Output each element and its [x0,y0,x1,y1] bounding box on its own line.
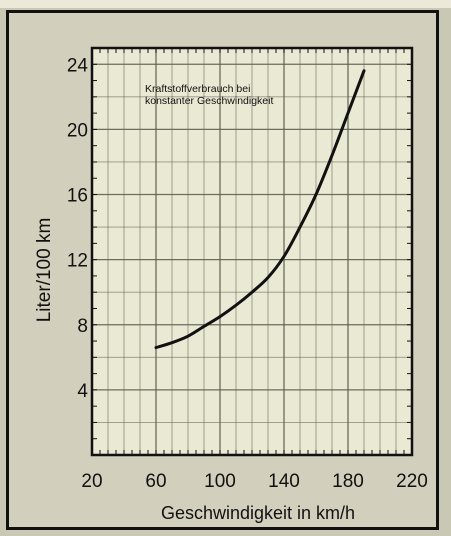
axes [90,46,414,457]
y-tick-label: 16 [67,186,88,207]
x-tick-label: 140 [268,471,300,492]
annotation-line-2: konstanter Geschwindigkeit [145,95,273,107]
x-tick-label: 60 [145,471,166,492]
consumption-curve [154,69,366,350]
chart-annotation: Kraftstoffverbrauch bei konstanter Gesch… [145,83,273,107]
x-axis-label: Geschwindigkeit in km/h [161,503,355,523]
y-axis-label: Liter/100 km [34,218,55,323]
top-strip [0,0,451,8]
x-tick-label: 20 [81,471,102,492]
y-tick-label: 24 [67,55,89,76]
x-tick-label: 220 [396,471,428,492]
x-tick-label: 180 [332,471,364,492]
x-tick-labels: 20 60 100 140 180 220 [81,471,427,492]
series-layer [154,69,366,350]
y-tick-label: 20 [67,120,88,141]
y-tick-labels: 4 8 12 16 20 24 [67,55,89,402]
annotation-line-1: Kraftstoffverbrauch bei [145,83,250,95]
y-tick-label: 4 [77,381,88,402]
y-tick-label: 8 [77,316,88,337]
y-tick-label: 12 [67,251,88,272]
x-tick-label: 100 [204,471,236,492]
grid [91,48,413,455]
